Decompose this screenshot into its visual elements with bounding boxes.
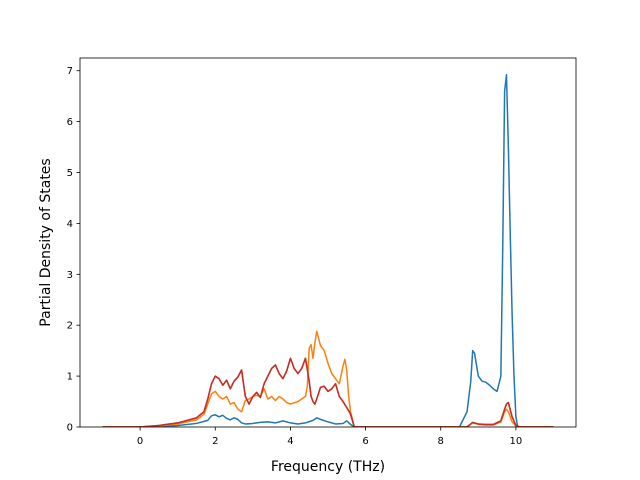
series-line-4	[102, 357, 554, 427]
y-tick-label: 5	[67, 168, 73, 179]
x-axis: 0 2 4 6 8 10	[137, 427, 522, 447]
plot-frame	[79, 57, 577, 428]
y-tick-label: 1	[67, 372, 73, 383]
y-axis-label: Partial Density of States	[38, 158, 54, 326]
x-tick-label: 0	[137, 436, 143, 447]
y-tick-label: 7	[67, 66, 73, 77]
y-tick-label: 0	[67, 423, 73, 434]
series-line-1	[102, 74, 554, 427]
x-tick-label: 10	[510, 436, 523, 447]
y-tick-label: 2	[67, 321, 73, 332]
x-tick-label: 4	[287, 436, 293, 447]
y-tick-label: 6	[67, 117, 73, 128]
x-axis-label: Frequency (THz)	[271, 459, 385, 475]
y-axis: 0 1 2 3 4 5 6 7	[67, 66, 80, 434]
series-layer	[102, 74, 554, 427]
x-tick-label: 6	[362, 436, 368, 447]
x-tick-label: 8	[438, 436, 444, 447]
x-tick-label: 2	[212, 436, 218, 447]
y-tick-label: 4	[67, 219, 73, 230]
y-tick-label: 3	[67, 270, 73, 281]
